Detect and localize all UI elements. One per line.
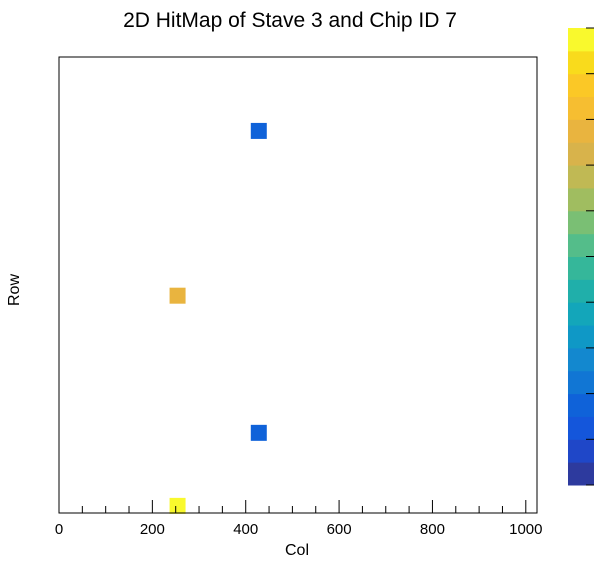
plot-frame xyxy=(58,56,538,514)
x-tick-label: 800 xyxy=(420,521,445,538)
heatmap-cells xyxy=(169,122,267,514)
colorbar-swatch xyxy=(568,96,594,120)
colorbar xyxy=(568,27,594,486)
x-tick-label: 600 xyxy=(327,521,352,538)
x-axis: 0 200 400 600 800 1000 xyxy=(55,500,542,538)
colorbar-swatch xyxy=(568,165,594,189)
heatmap-cell xyxy=(250,424,267,441)
heatmap-cell xyxy=(250,122,267,139)
colorbar-swatch xyxy=(568,119,594,143)
x-tick-label: 200 xyxy=(140,521,165,538)
heatmap-cell xyxy=(169,497,186,514)
colorbar-swatch xyxy=(568,73,594,98)
colorbar-swatch xyxy=(568,416,594,440)
chart-title: 2D HitMap of Stave 3 and Chip ID 7 xyxy=(123,9,457,32)
colorbar-swatch xyxy=(568,50,594,75)
colorbar-swatch xyxy=(568,256,594,280)
colorbar-swatch xyxy=(568,279,594,303)
colorbar-swatch xyxy=(568,187,594,212)
colorbar-swatch xyxy=(568,142,594,166)
colorbar-swatch xyxy=(568,302,594,326)
colorbar-swatch xyxy=(568,347,594,372)
colorbar-swatch xyxy=(568,210,594,235)
colorbar-swatch xyxy=(568,439,594,463)
x-axis-label: Col xyxy=(285,542,309,559)
colorbar-swatch xyxy=(568,325,594,349)
y-axis-label: Row xyxy=(6,274,23,306)
colorbar-swatch xyxy=(568,28,594,52)
colorbar-swatch xyxy=(568,393,594,417)
colorbar-swatch xyxy=(568,462,594,486)
colorbar-swatch xyxy=(568,370,594,395)
x-tick-label: 400 xyxy=(233,521,258,538)
x-tick-label: 1000 xyxy=(509,521,542,538)
heatmap-cell xyxy=(169,287,186,304)
colorbar-swatch xyxy=(568,233,594,257)
x-tick-label: 0 xyxy=(55,521,63,538)
